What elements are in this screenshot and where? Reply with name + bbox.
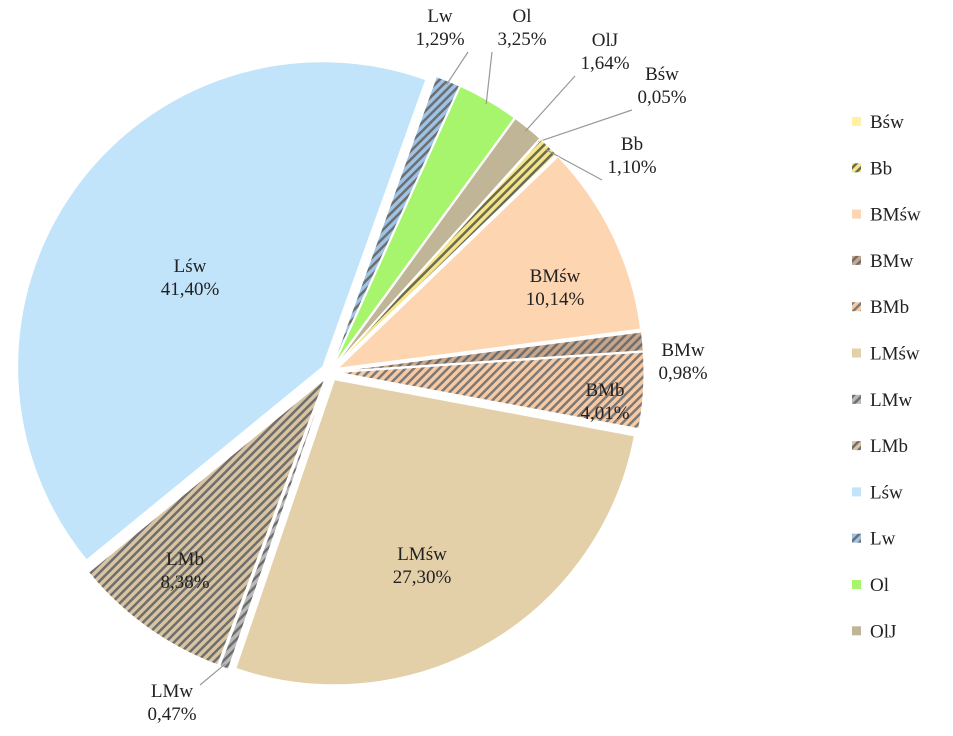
legend-swatch [852, 626, 861, 636]
data-label: BMb 4,01% [580, 380, 629, 424]
pie-slice [334, 85, 515, 365]
data-label-value: 0,98% [658, 363, 707, 384]
leader-line [537, 109, 633, 143]
leader-line [485, 51, 493, 105]
leader-line [524, 75, 576, 132]
legend-swatch [852, 487, 861, 497]
data-label-value: 1,10% [607, 157, 656, 178]
legend-label: Lw [870, 529, 896, 550]
data-label-name: OlJ [592, 30, 618, 51]
data-label-value: 1,64% [580, 53, 629, 74]
data-label-name: BMb [585, 380, 624, 401]
pie-slice [332, 75, 461, 364]
legend-label: LMb [870, 436, 908, 457]
leader-line [545, 149, 603, 181]
legend-label: Bb [870, 158, 892, 179]
data-label-name: Lw [427, 6, 453, 27]
data-label-value: 41,40% [161, 279, 220, 300]
legend-label: Ol [870, 575, 889, 596]
legend-label: LMw [870, 390, 913, 411]
data-label-name: Bb [621, 134, 643, 155]
data-label-name: Lśw [174, 256, 207, 277]
data-label: Bb 1,10% [607, 134, 656, 178]
legend-swatch [852, 533, 861, 543]
data-label-value: 1,29% [415, 29, 464, 50]
data-label-value: 3,25% [497, 29, 546, 50]
legend-swatch [852, 302, 861, 312]
legend-swatch [852, 348, 861, 358]
data-label: LMw 0,47% [147, 681, 196, 725]
pie-slice [87, 377, 326, 666]
data-label: BMw 0,98% [658, 340, 707, 384]
data-label-value: 4,01% [580, 403, 629, 424]
pie-slice [219, 380, 328, 670]
data-label: Lw 1,29% [415, 6, 464, 50]
leader-line [199, 663, 226, 686]
pie-slice [338, 351, 645, 430]
pie-slice [338, 331, 644, 372]
data-label-name: Bśw [645, 64, 679, 85]
data-label-name: LMb [166, 549, 204, 570]
data-label-value: 0,05% [637, 87, 686, 108]
data-label-name: BMw [661, 340, 705, 361]
data-label-value: 8,38% [160, 572, 209, 593]
data-label: BMśw 10,14% [526, 266, 585, 310]
data-label-name: LMśw [397, 544, 447, 565]
legend-label: BMśw [870, 205, 921, 226]
data-label-value: 27,30% [393, 567, 452, 588]
data-label: Ol 3,25% [497, 6, 546, 50]
pie-slice [335, 138, 557, 366]
legend-label: Bśw [870, 112, 904, 133]
data-label: Lśw 41,40% [161, 256, 220, 300]
data-label: Bśw 0,05% [637, 64, 686, 108]
pie-slice [17, 61, 427, 561]
legend-swatch [852, 441, 861, 451]
legend-swatch [852, 394, 861, 404]
data-label: LMb 8,38% [160, 549, 209, 593]
legend-swatch [852, 163, 861, 173]
data-label-name: Ol [513, 6, 532, 27]
data-label: LMśw 27,30% [393, 544, 452, 588]
legend-swatch [852, 209, 861, 219]
legend-label: Lśw [870, 482, 903, 503]
legend-label: LMśw [870, 344, 920, 365]
data-label-value: 10,14% [526, 289, 585, 310]
data-label-value: 0,47% [147, 704, 196, 725]
legend-swatch [852, 580, 861, 589]
pie-slice [235, 379, 635, 686]
leader-line [446, 51, 469, 86]
legend-label: BMb [870, 297, 909, 318]
data-label-name: LMw [151, 681, 194, 702]
legend-swatch [852, 255, 861, 265]
legend-label: OlJ [870, 621, 896, 642]
pie-slice [336, 156, 642, 369]
data-label: OlJ 1,64% [580, 30, 629, 74]
legend-swatch [852, 117, 861, 126]
legend-label: BMw [870, 251, 914, 272]
data-label-name: BMśw [530, 266, 581, 287]
